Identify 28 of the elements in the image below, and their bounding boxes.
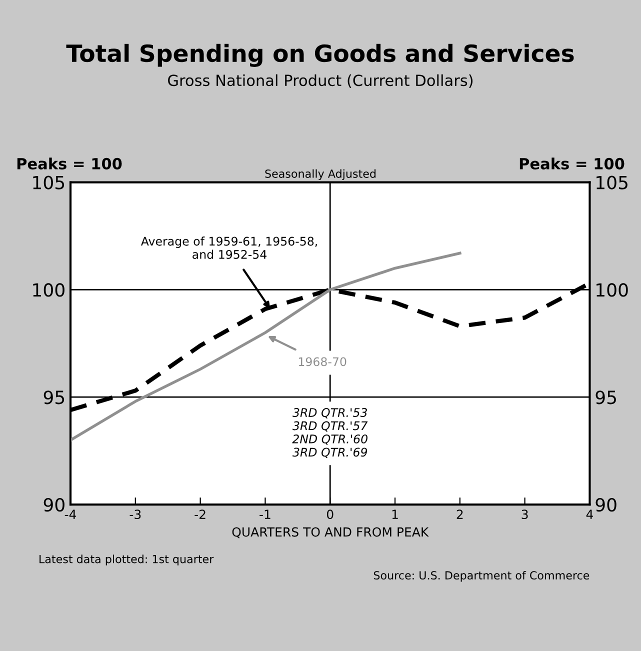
x-tick-label: 4 bbox=[586, 510, 593, 519]
y2-tick-label: 105 bbox=[596, 176, 628, 190]
y-tick-label: 95 bbox=[44, 390, 64, 404]
x-tick-label: -2 bbox=[194, 510, 206, 519]
text: Latest data plotted: 1st quarter bbox=[40, 554, 214, 566]
y-axis-title: Peaks = 100 bbox=[17, 158, 122, 170]
chart-title: Total Spending on Goods and Services bbox=[66, 44, 574, 67]
text: Average of 1959-61, 1956-58, and 1952-54 bbox=[140, 236, 317, 259]
text: Seasonally Adjusted bbox=[265, 169, 376, 180]
chart-subtitle: Gross National Product (Current Dollars) bbox=[168, 74, 473, 88]
x-axis-title: QUARTERS TO AND FROM PEAK bbox=[232, 527, 429, 538]
x-tick-label: -4 bbox=[64, 510, 76, 519]
x-tick-label: -3 bbox=[130, 510, 141, 520]
source-note: Source: U.S. Department of Commerce bbox=[374, 570, 590, 582]
x-tick-label: 1 bbox=[392, 510, 398, 519]
y2-tick-label: 95 bbox=[596, 390, 616, 404]
y-tick-label: 90 bbox=[44, 498, 64, 512]
y2-tick-label: 100 bbox=[596, 283, 628, 297]
x-tick-label: -1 bbox=[260, 510, 270, 519]
ref-line-label: 3RD QTR.'53 3RD QTR.'57 2ND QTR.'60 3RD QTR.'69 bbox=[292, 408, 368, 458]
y-tick-label: 100 bbox=[33, 283, 64, 297]
y2-axis-title: Peaks = 100 bbox=[520, 158, 624, 170]
x-tick-label: 2 bbox=[456, 510, 463, 519]
text: 1968-70 bbox=[298, 357, 346, 366]
y-tick-label: 105 bbox=[33, 176, 64, 190]
x-tick-label: 3 bbox=[522, 510, 528, 520]
x-tick-label: 0 bbox=[326, 510, 334, 520]
y2-tick-label: 90 bbox=[596, 498, 616, 512]
